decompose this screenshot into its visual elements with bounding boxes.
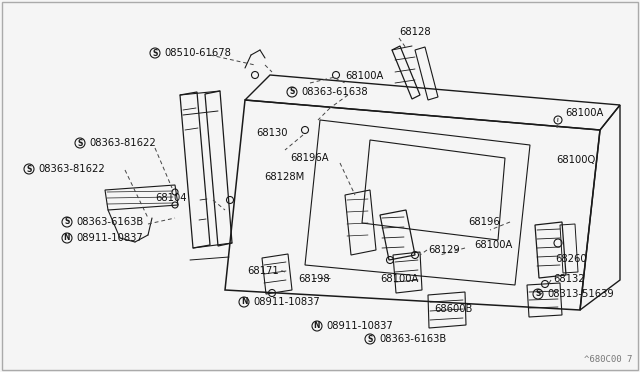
- Text: S: S: [289, 87, 294, 96]
- Text: 08363-6163B: 08363-6163B: [76, 217, 143, 227]
- Text: 68100A: 68100A: [474, 240, 513, 250]
- Text: 68100A: 68100A: [380, 274, 419, 284]
- Text: S: S: [64, 218, 70, 227]
- Text: 08363-6163B: 08363-6163B: [379, 334, 446, 344]
- Text: 08911-10837: 08911-10837: [326, 321, 393, 331]
- Text: 68132: 68132: [553, 274, 584, 284]
- Text: 08911-10837: 08911-10837: [253, 297, 320, 307]
- Text: 68128: 68128: [399, 27, 431, 37]
- Text: S: S: [77, 138, 83, 148]
- Text: S: S: [152, 48, 157, 58]
- Text: N: N: [241, 298, 247, 307]
- Text: 68104: 68104: [155, 193, 186, 203]
- Text: S: S: [535, 289, 541, 298]
- Text: 68260: 68260: [555, 254, 587, 264]
- Text: 68600B: 68600B: [434, 304, 472, 314]
- Text: 68130: 68130: [256, 128, 287, 138]
- Text: 08911-10837: 08911-10837: [76, 233, 143, 243]
- Text: 68196A: 68196A: [290, 153, 328, 163]
- Text: 68100A: 68100A: [345, 71, 383, 81]
- Text: S: S: [26, 164, 32, 173]
- Text: 68196: 68196: [468, 217, 500, 227]
- Text: 68100A: 68100A: [565, 108, 604, 118]
- Text: 08363-81622: 08363-81622: [38, 164, 105, 174]
- Text: 08363-81622: 08363-81622: [89, 138, 156, 148]
- Text: 08510-61678: 08510-61678: [164, 48, 231, 58]
- Text: 68129: 68129: [428, 245, 460, 255]
- Text: ^680C00 7: ^680C00 7: [584, 355, 632, 364]
- Text: 68198: 68198: [298, 274, 330, 284]
- Text: N: N: [64, 234, 70, 243]
- Text: S: S: [367, 334, 372, 343]
- Text: 68100Q: 68100Q: [556, 155, 595, 165]
- Text: 08313-51639: 08313-51639: [547, 289, 614, 299]
- Text: N: N: [314, 321, 320, 330]
- Text: 68171: 68171: [247, 266, 279, 276]
- Text: 08363-61638: 08363-61638: [301, 87, 367, 97]
- Text: 68128M: 68128M: [264, 172, 304, 182]
